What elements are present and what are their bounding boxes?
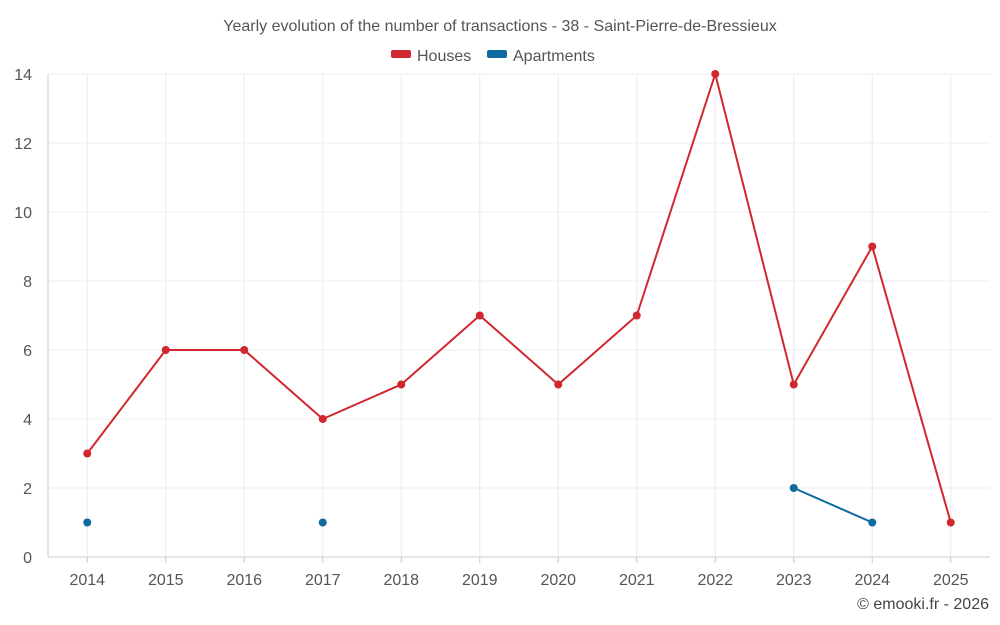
data-point-houses[interactable]: [161, 346, 170, 354]
data-point-houses[interactable]: [83, 449, 92, 458]
data-point-houses[interactable]: [632, 311, 641, 320]
data-point-houses[interactable]: [397, 380, 406, 389]
data-point-houses[interactable]: [318, 415, 327, 423]
data-point-houses[interactable]: [946, 518, 955, 527]
data-point-houses[interactable]: [711, 70, 720, 78]
y-tick-label: 6: [23, 343, 32, 360]
data-point-houses[interactable]: [475, 311, 484, 320]
y-tick-label: 10: [14, 205, 32, 222]
plot-area: [83, 70, 955, 527]
x-tick-label: 2023: [776, 572, 812, 589]
data-point-houses[interactable]: [554, 380, 563, 389]
x-tick-label: 2015: [148, 572, 184, 589]
series-line-houses: [86, 73, 952, 523]
x-tick-label: 2019: [462, 572, 498, 589]
data-point-houses[interactable]: [868, 242, 877, 251]
data-point-apartments[interactable]: [83, 518, 92, 527]
x-tick-label: 2020: [540, 572, 576, 589]
x-axis: 2014 2015 2016 2017 2018 2019 2020 2021 2022 2023…: [48, 556, 990, 589]
y-tick-label: 8: [23, 274, 32, 291]
grid: [48, 73, 990, 558]
y-axis: 0 2 4 6 8 10 12 14: [14, 67, 49, 567]
y-tick-label: 2: [23, 481, 32, 498]
legend: Houses Apartments: [391, 48, 595, 65]
data-point-houses[interactable]: [789, 380, 798, 389]
x-tick-label: 2014: [69, 572, 105, 589]
y-tick-label: 12: [14, 136, 32, 153]
series-houses: [83, 70, 955, 527]
y-tick-label: 0: [23, 550, 32, 567]
x-tick-label: 2017: [305, 572, 341, 589]
data-point-apartments[interactable]: [789, 484, 798, 492]
x-tick-label: 2016: [226, 572, 262, 589]
x-tick-label: 2024: [854, 572, 890, 589]
legend-swatch-houses: [391, 50, 411, 58]
legend-label-houses: Houses: [417, 48, 471, 65]
data-point-apartments[interactable]: [868, 518, 877, 527]
x-tick-label: 2021: [619, 572, 655, 589]
data-point-apartments[interactable]: [318, 518, 327, 527]
data-point-houses[interactable]: [240, 346, 249, 354]
x-tick-label: 2018: [383, 572, 419, 589]
credit-text: © emooki.fr - 2026: [857, 596, 989, 613]
series-apartments: [83, 484, 877, 527]
x-tick-label: 2025: [933, 572, 969, 589]
legend-label-apartments: Apartments: [513, 48, 595, 65]
x-tick-label: 2022: [697, 572, 733, 589]
legend-swatch-apartments: [487, 50, 507, 58]
chart-title: Yearly evolution of the number of transa…: [223, 18, 776, 35]
y-tick-label: 4: [23, 412, 32, 429]
y-tick-label: 14: [14, 67, 32, 84]
series-line-apartments: [793, 487, 873, 524]
